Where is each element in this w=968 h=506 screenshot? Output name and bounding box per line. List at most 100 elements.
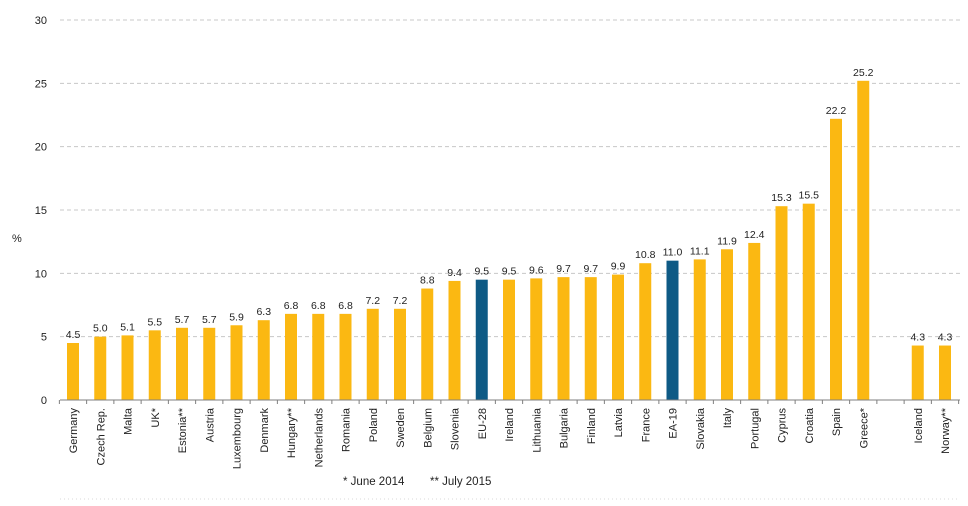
value-label-hungary: 6.8	[284, 300, 299, 312]
bar-hungary	[285, 313, 297, 400]
bar-ea-19	[666, 260, 679, 400]
value-label-poland: 7.2	[365, 295, 380, 307]
category-label-austria: Austria	[204, 407, 216, 442]
value-label-germany: 4.5	[66, 329, 81, 341]
y-tick-30: 30	[35, 15, 47, 27]
value-label-greece: 25.2	[853, 67, 874, 79]
value-label-cyprus: 15.3	[771, 192, 792, 204]
y-tick-0: 0	[41, 395, 47, 407]
bar-luxembourg	[230, 325, 243, 400]
value-label-norway: 4.3	[938, 332, 953, 344]
bar-germany	[67, 343, 79, 400]
category-label-hungary: Hungary**	[286, 407, 298, 458]
value-label-spain: 22.2	[826, 105, 847, 117]
category-label-croatia: Croatia	[804, 407, 816, 443]
category-label-finland: Finland	[586, 408, 598, 444]
bar-uk	[148, 330, 161, 400]
value-label-eu-28: 9.5	[474, 266, 489, 278]
bar-poland	[366, 308, 379, 400]
bar-sweden	[394, 308, 406, 400]
category-label-france: France	[640, 408, 652, 442]
value-label-austria: 5.7	[202, 314, 217, 326]
bar-eu-28	[475, 279, 488, 400]
bar-romania	[339, 313, 352, 400]
category-label-germany: Germany	[68, 408, 80, 454]
y-tick-15: 15	[35, 205, 47, 217]
bar-austria	[203, 327, 216, 400]
category-label-cyprus: Cyprus	[777, 408, 789, 443]
category-label-netherlands: Netherlands	[313, 408, 325, 468]
bar-cyprus	[775, 206, 788, 400]
value-label-denmark: 6.3	[256, 306, 271, 318]
category-label-romania: Romania	[341, 407, 353, 452]
value-label-portugal: 12.4	[744, 229, 765, 241]
category-label-ireland: Ireland	[504, 408, 516, 442]
bar-greece	[857, 80, 870, 401]
category-label-estonia: Estonia**	[177, 407, 189, 453]
category-label-lithuania: Lithuania	[531, 407, 543, 453]
bar-italy	[721, 249, 733, 400]
category-label-poland: Poland	[368, 408, 380, 442]
y-tick-25: 25	[35, 78, 47, 90]
value-label-estonia: 5.7	[175, 314, 190, 326]
category-label-norway: Norway**	[940, 407, 952, 454]
category-label-ea-19: EA-19	[668, 408, 680, 439]
value-label-netherlands: 6.8	[311, 300, 326, 312]
bar-iceland	[911, 345, 924, 400]
footnote-june-2014: * June 2014	[343, 476, 405, 488]
bar-denmark	[257, 320, 270, 400]
value-label-czech-rep: 5.0	[93, 323, 108, 335]
footnote-july-2015: ** July 2015	[430, 476, 491, 488]
bar-lithuania	[530, 278, 543, 400]
value-label-romania: 6.8	[338, 300, 353, 312]
category-label-malta: Malta	[123, 407, 135, 435]
value-label-ea-19: 11.0	[663, 247, 683, 259]
category-label-portugal: Portugal	[749, 408, 761, 449]
y-axis-ticks: 0 5 10 15 20 25 30	[35, 15, 47, 407]
value-label-bulgaria: 9.7	[556, 263, 571, 275]
value-label-ireland: 9.5	[502, 266, 517, 278]
value-label-luxembourg: 5.9	[229, 311, 244, 323]
value-label-sweden: 7.2	[393, 295, 408, 307]
category-label-czech-rep: Czech Rep.	[95, 408, 107, 465]
category-label-luxembourg: Luxembourg	[232, 408, 244, 469]
value-label-uk: 5.5	[147, 316, 162, 328]
bar-slovakia	[693, 259, 706, 400]
value-labels: 4.5 5.0 5.1 5.5 5.7 5.7 5.9 6.3 6.8 6.8 6.8 7.2 7.2 8…	[66, 67, 953, 344]
value-label-lithuania: 9.6	[529, 264, 544, 276]
category-label-slovakia: Slovakia	[695, 407, 707, 449]
bar-malta	[121, 335, 134, 400]
y-tick-5: 5	[41, 332, 47, 344]
category-label-bulgaria: Bulgaria	[559, 407, 571, 448]
value-label-croatia: 15.5	[799, 190, 820, 202]
bar-bulgaria	[557, 277, 570, 400]
category-label-latvia: Latvia	[613, 407, 625, 437]
value-label-iceland: 4.3	[910, 332, 925, 344]
category-label-slovenia: Slovenia	[450, 407, 462, 450]
y-axis-label: %	[12, 233, 22, 245]
bar-norway	[939, 345, 951, 400]
category-label-uk: UK*	[150, 407, 162, 427]
value-label-slovakia: 11.1	[690, 245, 710, 257]
bar-belgium	[421, 288, 434, 400]
value-label-france: 10.8	[635, 249, 656, 261]
category-label-sweden: Sweden	[395, 408, 407, 448]
bar-czech-rep	[94, 336, 107, 400]
category-label-italy: Italy	[722, 408, 734, 429]
category-label-belgium: Belgium	[422, 408, 434, 448]
category-label-denmark: Denmark	[259, 408, 271, 453]
value-label-malta: 5.1	[120, 321, 135, 333]
value-label-italy: 11.9	[717, 235, 737, 247]
bar-ireland	[503, 279, 515, 400]
category-labels: Germany Czech Rep. Malta UK* Estonia** Austri…	[68, 407, 952, 469]
category-label-iceland: Iceland	[913, 408, 925, 443]
value-label-belgium: 8.8	[420, 275, 435, 287]
bar-slovenia	[448, 280, 461, 400]
bar-portugal	[748, 242, 761, 400]
value-label-slovenia: 9.4	[447, 267, 462, 279]
bar-croatia	[802, 203, 815, 400]
category-label-eu-28: EU-28	[477, 408, 489, 439]
x-axis-ticks	[58, 400, 960, 404]
y-tick-10: 10	[35, 268, 47, 280]
